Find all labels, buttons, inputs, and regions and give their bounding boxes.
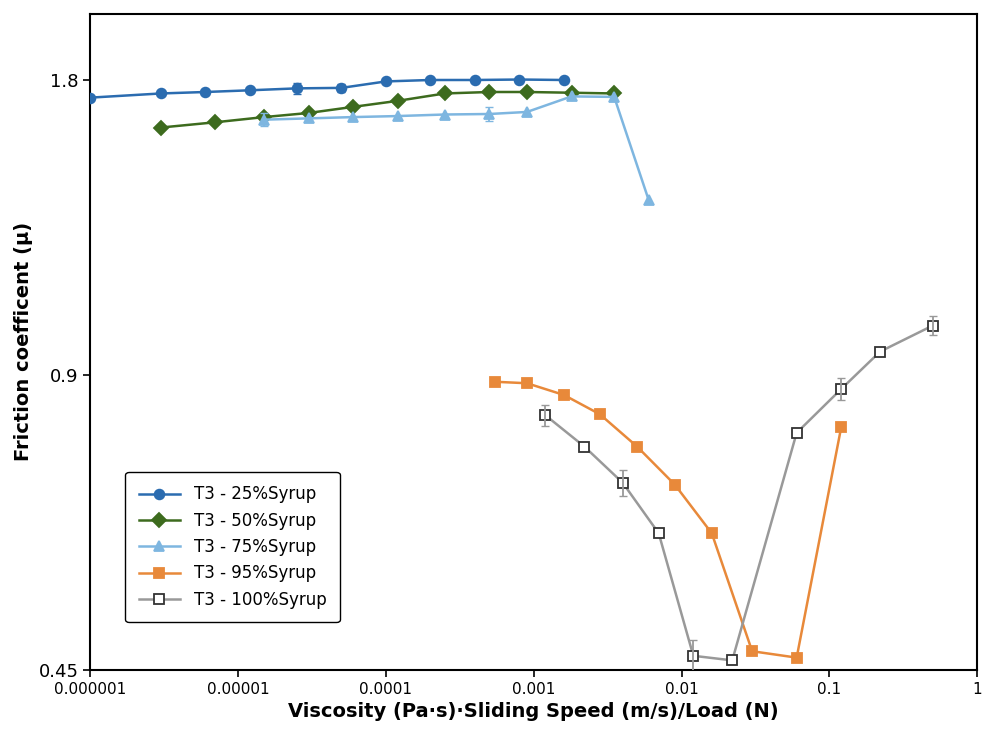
- T3 - 25%Syrup: [469, 76, 481, 85]
- T3 - 100%Syrup: [540, 411, 552, 420]
- T3 - 100%Syrup: [652, 529, 664, 538]
- T3 - 25%Syrup: [379, 77, 391, 86]
- T3 - 95%Syrup: [669, 480, 681, 489]
- X-axis label: Viscosity (Pa·s)·Sliding Speed (m/s)/Load (N): Viscosity (Pa·s)·Sliding Speed (m/s)/Loa…: [289, 702, 779, 721]
- T3 - 75%Syrup: [566, 92, 578, 101]
- T3 - 95%Syrup: [521, 379, 533, 387]
- T3 - 25%Syrup: [291, 84, 303, 93]
- T3 - 95%Syrup: [558, 390, 570, 399]
- T3 - 100%Syrup: [874, 347, 886, 356]
- T3 - 50%Syrup: [391, 96, 403, 105]
- T3 - 95%Syrup: [791, 653, 803, 662]
- T3 - 25%Syrup: [558, 76, 570, 85]
- T3 - 25%Syrup: [424, 76, 436, 85]
- T3 - 50%Syrup: [566, 88, 578, 97]
- T3 - 75%Syrup: [521, 107, 533, 116]
- T3 - 50%Syrup: [483, 87, 495, 96]
- Line: T3 - 50%Syrup: T3 - 50%Syrup: [156, 87, 620, 132]
- T3 - 100%Syrup: [791, 429, 803, 437]
- T3 - 50%Syrup: [609, 89, 621, 98]
- Line: T3 - 25%Syrup: T3 - 25%Syrup: [86, 75, 569, 102]
- T3 - 95%Syrup: [746, 647, 758, 656]
- T3 - 25%Syrup: [514, 75, 526, 84]
- T3 - 50%Syrup: [258, 112, 270, 121]
- T3 - 95%Syrup: [631, 442, 643, 451]
- T3 - 95%Syrup: [594, 410, 606, 419]
- T3 - 100%Syrup: [927, 321, 939, 330]
- T3 - 95%Syrup: [706, 529, 718, 538]
- T3 - 50%Syrup: [154, 123, 166, 132]
- T3 - 25%Syrup: [244, 86, 256, 95]
- T3 - 100%Syrup: [687, 651, 699, 660]
- T3 - 25%Syrup: [154, 89, 166, 98]
- T3 - 75%Syrup: [609, 93, 621, 101]
- T3 - 75%Syrup: [642, 196, 654, 205]
- T3 - 75%Syrup: [348, 112, 360, 121]
- T3 - 50%Syrup: [521, 87, 533, 96]
- T3 - 50%Syrup: [303, 109, 315, 118]
- T3 - 75%Syrup: [303, 114, 315, 123]
- T3 - 50%Syrup: [439, 89, 451, 98]
- T3 - 50%Syrup: [348, 102, 360, 111]
- T3 - 95%Syrup: [489, 377, 501, 386]
- T3 - 25%Syrup: [85, 93, 97, 102]
- T3 - 50%Syrup: [209, 118, 221, 126]
- T3 - 25%Syrup: [336, 84, 348, 93]
- T3 - 100%Syrup: [579, 442, 591, 451]
- Line: T3 - 95%Syrup: T3 - 95%Syrup: [490, 377, 846, 662]
- T3 - 100%Syrup: [836, 384, 848, 393]
- T3 - 95%Syrup: [836, 423, 848, 432]
- T3 - 75%Syrup: [391, 112, 403, 121]
- T3 - 75%Syrup: [483, 110, 495, 118]
- Legend: T3 - 25%Syrup, T3 - 50%Syrup, T3 - 75%Syrup, T3 - 95%Syrup, T3 - 100%Syrup: T3 - 25%Syrup, T3 - 50%Syrup, T3 - 75%Sy…: [125, 472, 340, 622]
- T3 - 100%Syrup: [726, 656, 738, 664]
- Y-axis label: Friction coefficent (μ): Friction coefficent (μ): [14, 222, 33, 462]
- Line: T3 - 75%Syrup: T3 - 75%Syrup: [259, 92, 653, 205]
- T3 - 25%Syrup: [199, 87, 211, 96]
- T3 - 75%Syrup: [258, 115, 270, 124]
- T3 - 75%Syrup: [439, 110, 451, 119]
- Line: T3 - 100%Syrup: T3 - 100%Syrup: [541, 320, 937, 665]
- T3 - 100%Syrup: [617, 478, 628, 487]
